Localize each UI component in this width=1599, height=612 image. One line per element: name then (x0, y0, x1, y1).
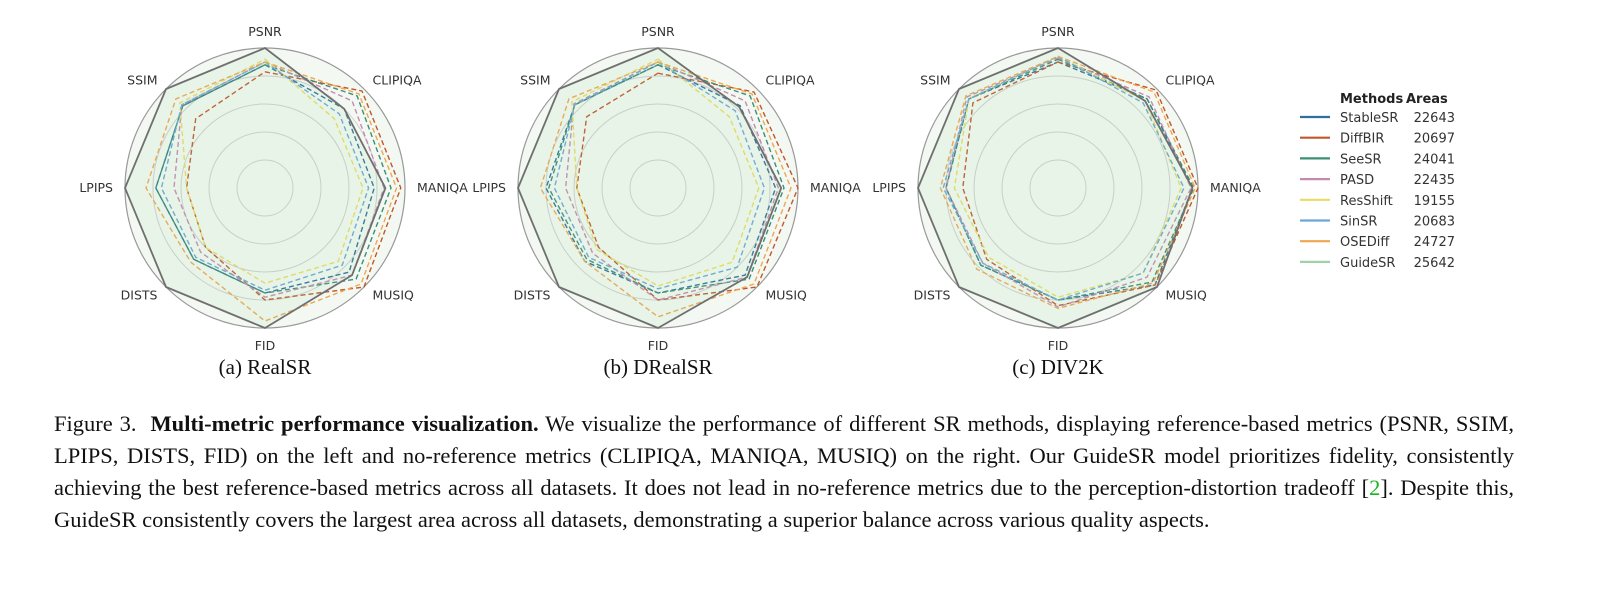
series-seesr (155, 64, 392, 294)
axis-label-maniqa: MANIQA (810, 180, 861, 195)
axis-label-dists: DISTS (121, 288, 158, 303)
axis-label-psnr: PSNR (1041, 24, 1075, 39)
sub-caption: (a) RealSR (219, 355, 312, 379)
axis-label-musiq: MUSIQ (373, 288, 415, 303)
series-osediff (145, 61, 398, 322)
sub-caption: (b) DRealSR (603, 355, 712, 379)
legend-area-value: 20683 (1414, 215, 1455, 230)
series-sinsr (942, 55, 1185, 301)
legend-area-value: 22435 (1414, 173, 1455, 188)
axis-label-lpips: LPIPS (472, 180, 506, 195)
grid-ring (1001, 131, 1115, 245)
legend-area-value: 19155 (1414, 194, 1455, 209)
legend-area-value: 24727 (1414, 235, 1455, 250)
legend-method-name: SeeSR (1340, 152, 1382, 167)
axis-label-clipiqa: CLIPIQA (373, 73, 422, 88)
series-diffbir (576, 72, 799, 301)
legend-area-value: 24041 (1414, 152, 1455, 167)
axis-label-dists: DISTS (914, 288, 951, 303)
axis-label-ssim: SSIM (520, 73, 550, 88)
axis-label-fid: FID (648, 338, 669, 353)
axis-label-lpips: LPIPS (79, 180, 113, 195)
grid-ring (1029, 159, 1087, 217)
caption-title: Multi-metric performance visualization. (150, 411, 539, 436)
axis-label-clipiqa: CLIPIQA (1166, 73, 1215, 88)
radar-chart-1: PSNR CLIPIQA MANIQA MUSIQ FID DISTS LPIPS SSIM (… (79, 24, 468, 379)
axis-label-lpips: LPIPS (872, 180, 906, 195)
citation-link[interactable]: 2 (1369, 475, 1381, 500)
grid-ring (180, 103, 350, 273)
axis-label-maniqa: MANIQA (1210, 180, 1261, 195)
radar-chart-3: PSNR CLIPIQA MANIQA MUSIQ FID DISTS LPIPS SSIM (… (872, 24, 1261, 379)
legend-method-name: PASD (1340, 173, 1374, 188)
legend-method-name: DiffBIR (1340, 132, 1384, 147)
series-pasd (173, 61, 385, 298)
series-pasd (945, 57, 1192, 308)
legend: Methods Areas StableSR 22643 DiffBIR 20697 S… (1300, 92, 1455, 271)
series-seesr (945, 58, 1195, 301)
legend-method-name: ResShift (1340, 194, 1393, 209)
series-diffbir (962, 61, 1199, 307)
grid-ring (601, 131, 715, 245)
axis-label-musiq: MUSIQ (1166, 288, 1208, 303)
grid-ring (629, 159, 687, 217)
legend-area-value: 25642 (1414, 256, 1455, 271)
caption-text-2: ]. Despite this, GuideSR consistently co… (54, 475, 1514, 532)
series-diffbir (185, 71, 402, 301)
series-guidesr (917, 47, 1194, 329)
caption-label: Figure 3. (54, 411, 137, 436)
grid-ring (573, 103, 743, 273)
series-resshift (179, 58, 364, 284)
series-resshift (953, 55, 1182, 298)
series-seesr (548, 64, 785, 294)
legend-area-value: 20697 (1414, 132, 1455, 147)
legend-method-name: StableSR (1340, 111, 1398, 126)
legend-method-name: SinSR (1340, 215, 1377, 230)
axis-label-fid: FID (255, 338, 276, 353)
legend-area-value: 22643 (1414, 111, 1455, 126)
grid-ring (208, 131, 322, 245)
plot-background (125, 48, 405, 328)
plot-background (918, 48, 1198, 328)
legend-header-methods: Methods (1340, 92, 1403, 107)
axis-label-clipiqa: CLIPIQA (766, 73, 815, 88)
axis-label-dists: DISTS (514, 288, 551, 303)
axis-label-musiq: MUSIQ (766, 288, 808, 303)
axis-label-fid: FID (1048, 338, 1069, 353)
figure-caption: Figure 3. Multi-metric performance visua… (54, 408, 1514, 536)
grid-ring (973, 103, 1143, 273)
series-sinsr (553, 61, 766, 290)
axis-label-psnr: PSNR (641, 24, 675, 39)
axis-label-maniqa: MANIQA (417, 180, 468, 195)
caption-text-1: We visualize the performance of differen… (54, 411, 1514, 500)
grid-ring (236, 159, 294, 217)
axis-label-ssim: SSIM (920, 73, 950, 88)
series-osediff (939, 55, 1196, 310)
axis-label-psnr: PSNR (248, 24, 282, 39)
series-sinsr (160, 61, 370, 291)
legend-method-name: OSEDiff (1340, 235, 1390, 250)
sub-caption: (c) DIV2K (1012, 355, 1104, 379)
series-guidesr (517, 47, 783, 329)
plot-background (518, 48, 798, 328)
legend-method-name: GuideSR (1340, 256, 1395, 271)
axis-label-ssim: SSIM (127, 73, 157, 88)
legend-header-areas: Areas (1406, 92, 1448, 107)
series-guidesr (124, 47, 387, 329)
radar-chart-2: PSNR CLIPIQA MANIQA MUSIQ FID DISTS LPIPS SSIM (… (472, 24, 861, 379)
